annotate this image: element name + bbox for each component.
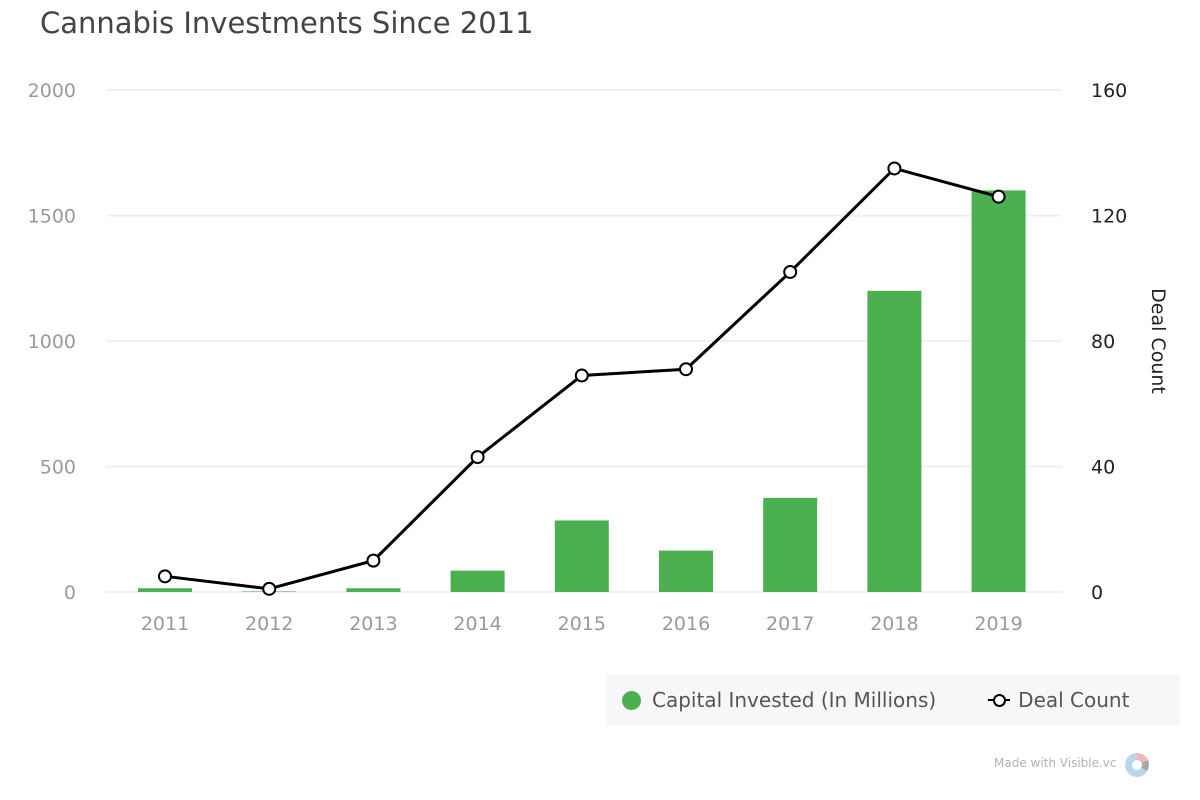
point-2011[interactable] — [158, 569, 172, 584]
point-2016[interactable] — [679, 362, 693, 377]
watermark-text: Made with Visible.vc — [994, 756, 1117, 770]
visible-logo-icon — [1124, 752, 1149, 777]
bar-2016[interactable] — [659, 550, 713, 592]
x-tick-label: 2019 — [974, 613, 1022, 635]
bar-2011[interactable] — [138, 588, 192, 592]
watermark[interactable]: Made with Visible.vc — [994, 746, 1153, 780]
right-axis-label: Deal Count — [1147, 288, 1169, 394]
legend-item-deal-count[interactable]: Deal Count — [988, 688, 1129, 712]
bar-2019[interactable] — [971, 190, 1026, 592]
legend-line-marker-icon — [988, 693, 1011, 707]
right-axis-ticks: 0 40 80 120 160 — [1091, 80, 1127, 604]
right-tick-label: 80 — [1091, 331, 1115, 353]
right-tick-label: 120 — [1091, 206, 1127, 228]
x-axis-ticks: 2011 2012 2013 2014 2015 2016 2017 2018 2019 — [141, 613, 1023, 635]
x-tick-label: 2016 — [662, 613, 710, 635]
legend-label-deal-count: Deal Count — [1018, 688, 1130, 712]
bar-2013[interactable] — [346, 588, 401, 592]
x-tick-label: 2013 — [349, 613, 397, 635]
legend: Capital Invested (In Millions) Deal Coun… — [606, 674, 1180, 726]
bar-2018[interactable] — [867, 290, 922, 592]
left-tick-label: 500 — [40, 457, 76, 479]
left-tick-label: 2000 — [28, 80, 76, 102]
point-2014[interactable] — [470, 450, 485, 465]
bar-2017[interactable] — [763, 497, 818, 592]
legend-item-capital[interactable]: Capital Invested (In Millions) — [622, 688, 936, 712]
point-2019[interactable] — [991, 189, 1006, 204]
chart-title: Cannabis Investments Since 2011 — [40, 6, 534, 40]
legend-label-capital: Capital Invested (In Millions) — [652, 688, 937, 712]
right-tick-label: 40 — [1091, 457, 1115, 479]
x-tick-label: 2012 — [245, 613, 293, 635]
left-axis-ticks: 0 500 1000 1500 2000 — [28, 80, 76, 604]
point-2017[interactable] — [783, 264, 798, 279]
left-tick-label: 0 — [64, 582, 76, 604]
x-tick-label: 2017 — [766, 613, 814, 635]
x-tick-label: 2018 — [870, 613, 918, 635]
point-2015[interactable] — [574, 368, 589, 383]
point-2013[interactable] — [366, 553, 381, 568]
right-tick-label: 0 — [1091, 582, 1103, 604]
legend-dot-icon — [622, 690, 641, 710]
point-2012[interactable] — [262, 581, 277, 596]
point-2018[interactable] — [887, 161, 902, 176]
right-tick-label: 160 — [1091, 80, 1127, 102]
left-tick-label: 1000 — [28, 331, 76, 353]
x-tick-label: 2014 — [453, 613, 501, 635]
left-tick-label: 1500 — [28, 206, 76, 228]
bar-2015[interactable] — [554, 520, 609, 592]
bar-series — [138, 190, 1026, 592]
x-tick-label: 2011 — [141, 613, 189, 635]
x-tick-label: 2015 — [558, 613, 606, 635]
line-series — [158, 161, 1006, 596]
bar-2014[interactable] — [450, 570, 505, 592]
